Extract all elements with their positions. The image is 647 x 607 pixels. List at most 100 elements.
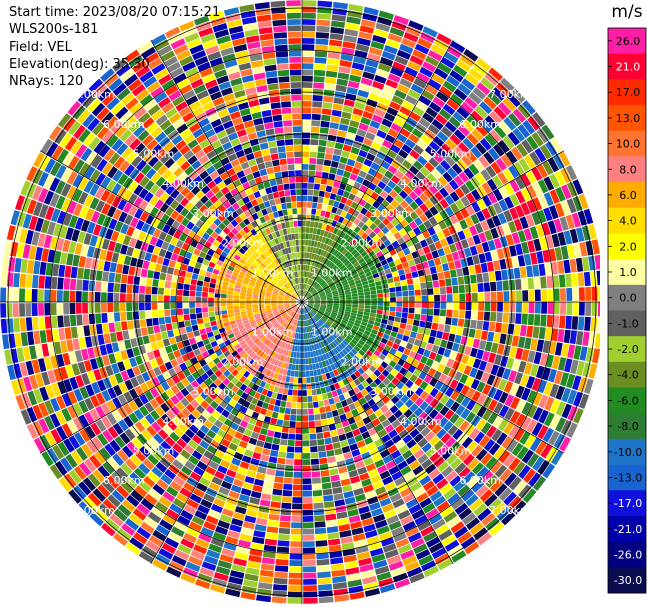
velocity-gate bbox=[548, 368, 557, 383]
velocity-gate bbox=[482, 321, 490, 331]
velocity-gate bbox=[176, 302, 183, 309]
velocity-gate bbox=[379, 56, 394, 67]
velocity-gate bbox=[151, 310, 158, 318]
velocity-gate bbox=[402, 100, 415, 111]
velocity-gate bbox=[333, 298, 340, 301]
velocity-gate bbox=[370, 191, 379, 200]
velocity-gate bbox=[443, 511, 458, 523]
velocity-gate bbox=[340, 358, 347, 365]
velocity-gate bbox=[297, 326, 300, 333]
velocity-gate bbox=[571, 316, 579, 330]
velocity-gate bbox=[176, 308, 183, 316]
velocity-gate bbox=[332, 8, 347, 16]
velocity-gate bbox=[395, 400, 404, 409]
velocity-gate bbox=[376, 230, 385, 239]
velocity-gate bbox=[485, 517, 500, 531]
velocity-gate bbox=[302, 220, 306, 227]
velocity-gate bbox=[133, 319, 141, 329]
velocity-gate bbox=[308, 300, 314, 302]
velocity-gate bbox=[379, 583, 396, 594]
velocity-gate bbox=[319, 216, 325, 223]
velocity-gate bbox=[387, 320, 394, 326]
velocity-gate bbox=[408, 245, 417, 253]
velocity-gate bbox=[293, 383, 298, 390]
velocity-gate bbox=[306, 284, 310, 291]
velocity-gate bbox=[455, 404, 466, 416]
velocity-gate bbox=[33, 260, 41, 275]
velocity-gate bbox=[320, 264, 326, 271]
velocity-gate bbox=[519, 431, 531, 445]
velocity-gate bbox=[472, 358, 482, 369]
velocity-gate bbox=[395, 372, 404, 381]
velocity-gate bbox=[314, 375, 319, 383]
velocity-gate bbox=[289, 547, 302, 554]
velocity-gate bbox=[440, 339, 448, 348]
velocity-gate bbox=[346, 573, 361, 582]
velocity-gate bbox=[268, 513, 280, 521]
velocity-gate bbox=[387, 382, 396, 391]
velocity-gate bbox=[523, 228, 533, 241]
velocity-gate bbox=[353, 276, 361, 282]
velocity-gate bbox=[468, 265, 476, 275]
velocity-gate bbox=[481, 207, 491, 220]
velocity-gate bbox=[507, 323, 515, 335]
velocity-gate bbox=[189, 313, 197, 320]
velocity-gate bbox=[139, 285, 146, 294]
velocity-gate bbox=[317, 571, 331, 579]
velocity-gate bbox=[57, 277, 64, 290]
velocity-gate bbox=[281, 502, 292, 509]
velocity-gate bbox=[356, 128, 367, 138]
velocity-gate bbox=[360, 19, 376, 28]
velocity-gate bbox=[300, 308, 302, 314]
velocity-gate bbox=[376, 313, 383, 319]
velocity-gate bbox=[428, 409, 439, 420]
velocity-gate bbox=[72, 338, 81, 351]
velocity-gate bbox=[323, 274, 329, 280]
velocity-gate bbox=[162, 338, 171, 347]
velocity-gate bbox=[527, 277, 535, 290]
velocity-gate bbox=[438, 279, 446, 287]
velocity-gate bbox=[409, 165, 420, 176]
velocity-gate bbox=[128, 329, 136, 339]
velocity-gate bbox=[527, 404, 538, 418]
velocity-gate bbox=[315, 362, 320, 370]
velocity-gate bbox=[338, 394, 346, 402]
velocity-gate bbox=[456, 159, 468, 171]
velocity-gate bbox=[307, 402, 314, 409]
velocity-gate bbox=[322, 353, 328, 361]
velocity-gate bbox=[383, 306, 390, 311]
velocity-gate bbox=[367, 278, 375, 284]
velocity-gate bbox=[420, 314, 427, 322]
velocity-gate bbox=[468, 68, 483, 81]
velocity-gate bbox=[427, 288, 434, 295]
velocity-gate bbox=[282, 490, 293, 497]
velocity-gate bbox=[364, 529, 378, 539]
velocity-gate bbox=[551, 328, 559, 342]
velocity-gate bbox=[350, 223, 357, 231]
velocity-gate bbox=[397, 237, 405, 245]
velocity-gate bbox=[559, 315, 566, 329]
velocity-gate bbox=[303, 534, 315, 541]
velocity-gate bbox=[107, 282, 114, 293]
velocity-gate bbox=[352, 107, 364, 116]
velocity-gate bbox=[504, 196, 514, 209]
velocity-gate bbox=[560, 200, 571, 216]
velocity-gate bbox=[475, 484, 489, 498]
velocity-gate bbox=[389, 189, 399, 199]
velocity-gate bbox=[305, 292, 310, 298]
velocity-gate bbox=[400, 340, 408, 348]
velocity-gate bbox=[420, 150, 432, 161]
velocity-gate bbox=[424, 145, 436, 157]
velocity-gate bbox=[38, 303, 45, 316]
velocity-gate bbox=[439, 198, 449, 209]
velocity-gate bbox=[210, 320, 217, 327]
velocity-gate bbox=[353, 161, 363, 170]
velocity-gate bbox=[399, 106, 412, 117]
velocity-gate bbox=[405, 154, 416, 165]
velocity-gate bbox=[532, 407, 544, 421]
velocity-gate bbox=[397, 509, 411, 520]
velocity-gate bbox=[324, 405, 332, 413]
velocity-gate bbox=[339, 274, 345, 280]
velocity-gate bbox=[310, 240, 315, 247]
velocity-gate bbox=[591, 302, 598, 317]
